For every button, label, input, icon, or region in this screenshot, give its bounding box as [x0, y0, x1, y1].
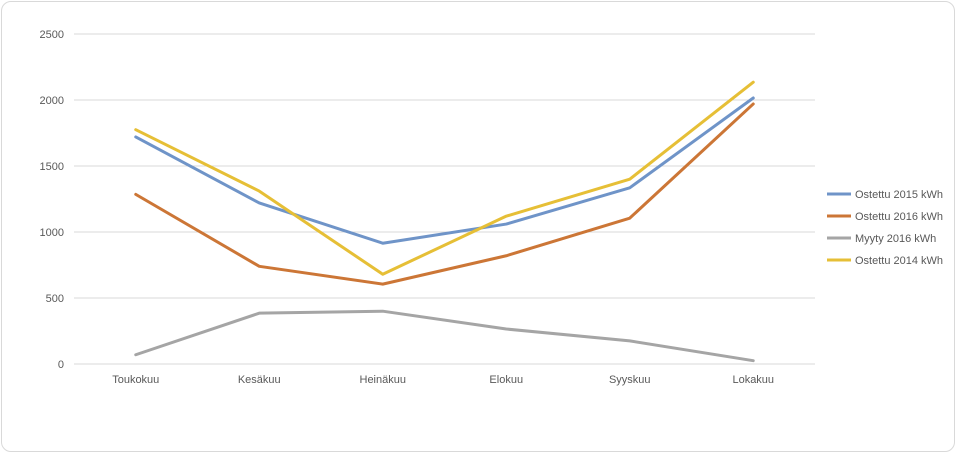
y-tick-label: 2500: [40, 29, 64, 41]
x-axis-ticks: Toukokuu Kesäkuu Heinäkuu Elokuu Syyskuu Loka…: [112, 374, 774, 386]
data-point: [752, 359, 755, 362]
y-tick-label: 0: [58, 359, 64, 371]
data-point: [752, 81, 755, 84]
data-point: [628, 178, 631, 181]
x-tick-label: Kesäkuu: [238, 374, 281, 386]
data-point: [258, 190, 261, 193]
x-tick-label: Syyskuu: [609, 374, 651, 386]
series-line-1: [134, 102, 755, 286]
data-point: [134, 193, 137, 196]
data-point: [134, 353, 137, 356]
legend: Ostettu 2015 kWh Ostettu 2016 kWh Myyty 20…: [827, 189, 943, 267]
x-tick-label: Toukokuu: [112, 374, 159, 386]
data-point: [134, 135, 137, 138]
data-point: [381, 273, 384, 276]
legend-label: Ostettu 2015 kWh: [855, 189, 943, 201]
x-tick-label: Elokuu: [489, 374, 523, 386]
y-tick-label: 500: [46, 293, 64, 305]
y-tick-label: 1000: [40, 227, 64, 239]
data-point: [258, 312, 261, 315]
data-point: [505, 328, 508, 331]
series-line-0: [134, 96, 755, 245]
data-point: [628, 339, 631, 342]
series-line-2: [134, 309, 755, 363]
x-tick-label: Heinäkuu: [360, 374, 406, 386]
data-point: [752, 102, 755, 105]
data-point: [505, 254, 508, 257]
x-tick-label: Lokakuu: [732, 374, 774, 386]
data-point: [134, 128, 137, 131]
data-point: [258, 265, 261, 268]
y-tick-label: 2000: [40, 95, 64, 107]
data-point: [381, 310, 384, 313]
data-point: [381, 242, 384, 245]
legend-label: Ostettu 2016 kWh: [855, 211, 943, 223]
gridlines: [74, 33, 815, 365]
data-point: [628, 217, 631, 220]
y-tick-label: 1500: [40, 161, 64, 173]
series-line-3: [134, 80, 755, 276]
y-axis-ticks: 0 500 1000 1500 2000 2500: [40, 29, 64, 371]
data-point: [258, 201, 261, 204]
data-point: [752, 97, 755, 100]
data-point: [505, 215, 508, 218]
data-point: [505, 223, 508, 226]
data-point: [628, 186, 631, 189]
legend-label: Ostettu 2014 kWh: [855, 255, 943, 267]
legend-label: Myyty 2016 kWh: [855, 233, 936, 245]
data-point: [381, 283, 384, 286]
series-lines: [134, 80, 755, 363]
